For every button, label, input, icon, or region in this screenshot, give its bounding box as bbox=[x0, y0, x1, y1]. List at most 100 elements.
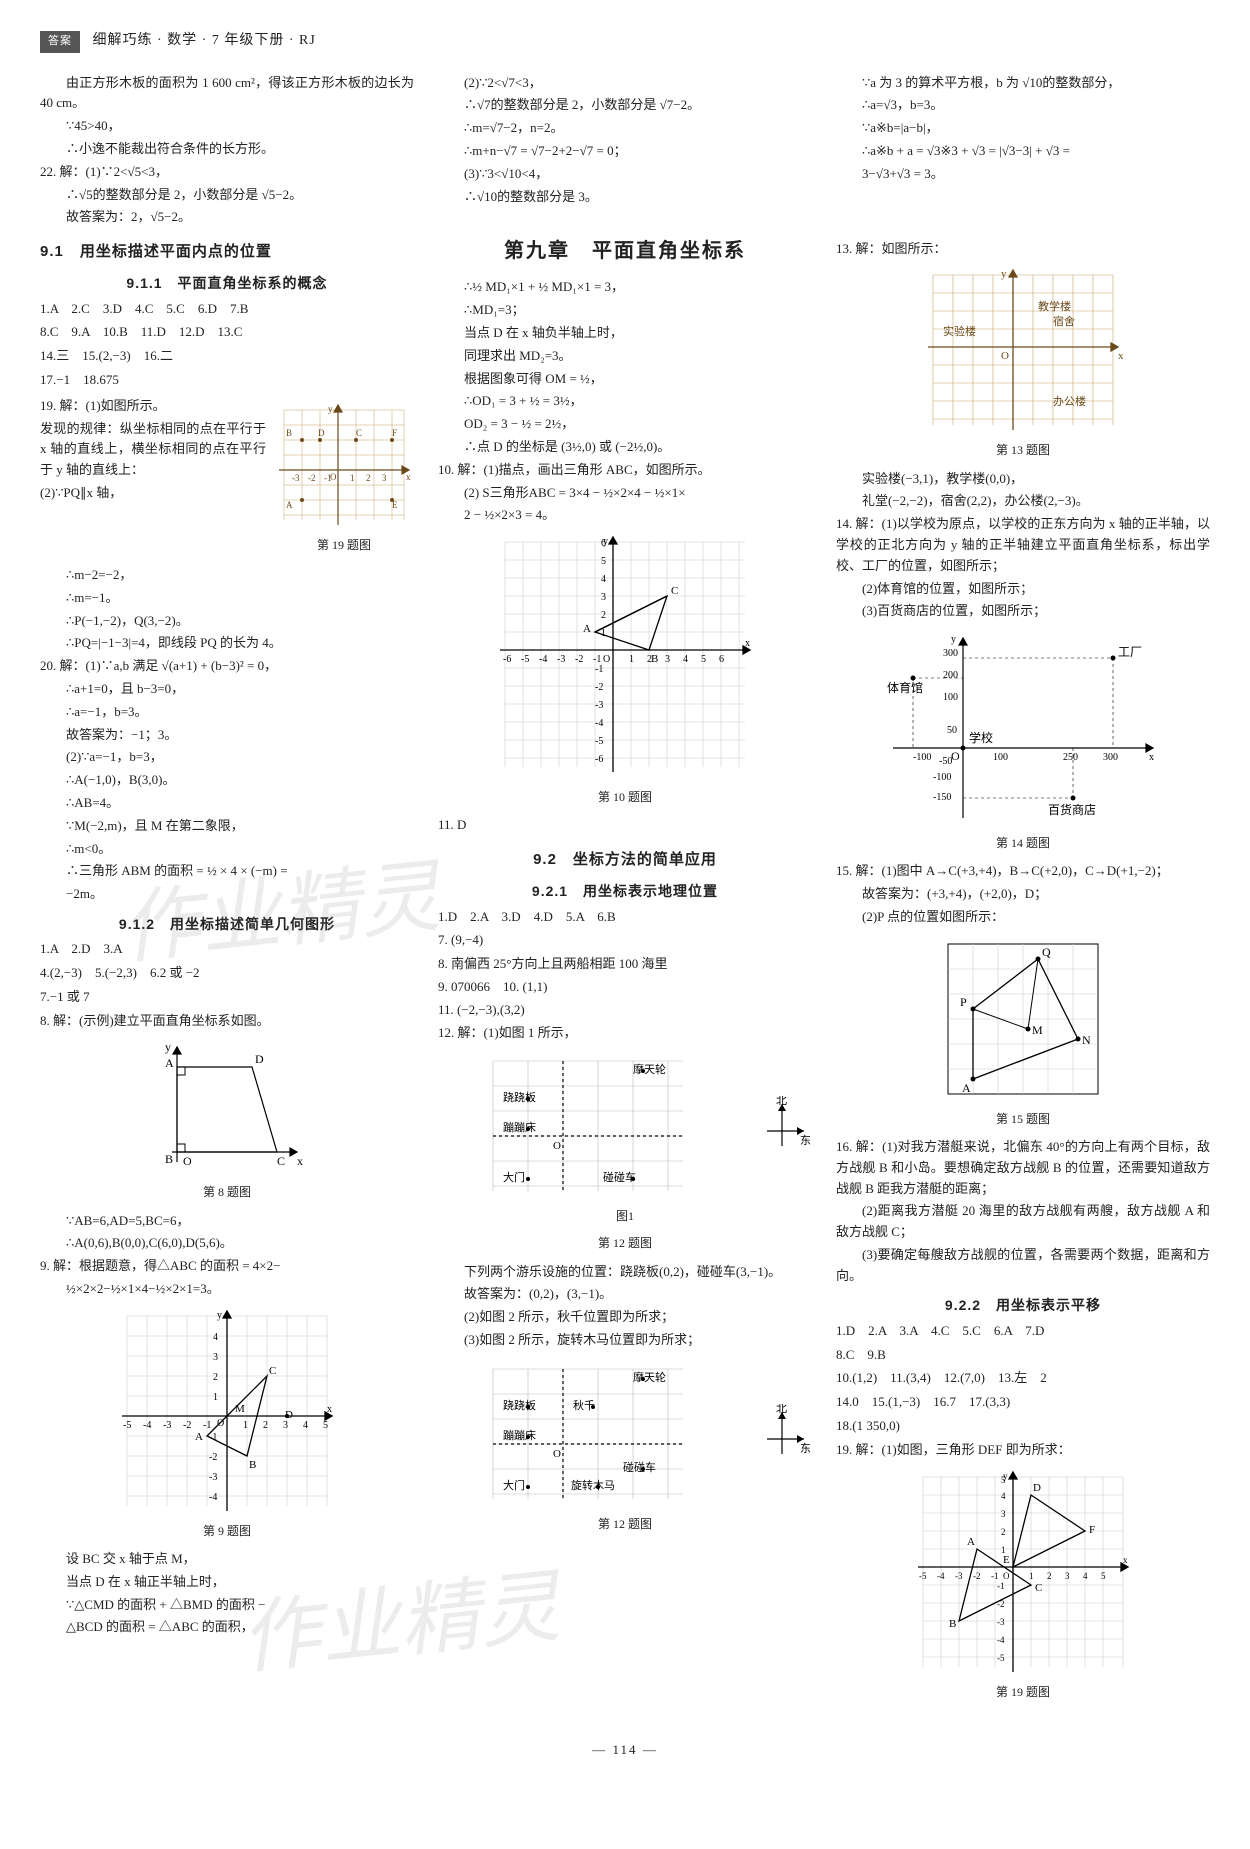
text: ∵△CMD 的面积 + △BMD 的面积 − bbox=[40, 1595, 414, 1616]
text: ½×2×2−½×1×4−½×2×1=3。 bbox=[40, 1279, 414, 1300]
svg-text:6: 6 bbox=[719, 654, 724, 665]
svg-text:2: 2 bbox=[601, 610, 606, 621]
figure-15: A P Q N M bbox=[938, 934, 1108, 1104]
figure-caption: 第 14 题图 bbox=[836, 834, 1210, 853]
svg-text:4: 4 bbox=[601, 574, 606, 585]
svg-text:办公楼: 办公楼 bbox=[1053, 394, 1086, 408]
svg-text:F: F bbox=[392, 428, 397, 438]
text: 当点 D 在 x 轴正半轴上时， bbox=[40, 1572, 414, 1593]
svg-text:x: x bbox=[1118, 350, 1123, 362]
text: △BCD 的面积 = △ABC 的面积， bbox=[40, 1617, 414, 1638]
text: 发现的规律：纵坐标相同的点在平行于 x 轴的直线上，横坐标相同的点在平行于 y … bbox=[40, 419, 266, 481]
figure-caption: 第 9 题图 bbox=[40, 1522, 414, 1541]
column-middle: (2)∵2<√7<3， ∴√7的整数部分是 2，小数部分是 √7−2。 ∴m=√… bbox=[438, 71, 812, 1710]
svg-text:y: y bbox=[951, 634, 956, 645]
svg-text:3: 3 bbox=[382, 473, 387, 483]
text: ∴MD₁=3； bbox=[438, 300, 812, 321]
subsection-title-911: 9.1.1 平面直角坐标系的概念 bbox=[40, 272, 414, 294]
svg-text:工厂: 工厂 bbox=[1118, 645, 1142, 659]
svg-text:Q: Q bbox=[1042, 945, 1051, 959]
svg-text:-1: -1 bbox=[997, 1581, 1005, 1591]
text: ∴PQ=|−1−3|=4，即线段 PQ 的长为 4。 bbox=[40, 633, 414, 654]
text: 故答案为：2，√5−2。 bbox=[40, 207, 414, 228]
svg-text:250: 250 bbox=[1063, 752, 1078, 763]
svg-text:-4: -4 bbox=[143, 1420, 151, 1431]
text: OD₂ = 3 − ½ = 2½， bbox=[438, 414, 812, 435]
svg-text:y: y bbox=[217, 1310, 222, 1321]
svg-text:D: D bbox=[318, 428, 325, 438]
subsection-title-921: 9.2.1 用坐标表示地理位置 bbox=[438, 880, 812, 902]
answer-line: 8.C 9.A 10.B 11.D 12.D 13.C bbox=[40, 322, 414, 343]
text: ∵a 为 3 的算术平方根，b 为 √10的整数部分， bbox=[836, 73, 1210, 94]
page-number: — 114 — bbox=[40, 1740, 1210, 1761]
svg-text:3: 3 bbox=[1001, 1509, 1006, 1519]
svg-text:100: 100 bbox=[993, 752, 1008, 763]
svg-text:-1: -1 bbox=[203, 1420, 211, 1431]
figure-13: xy 教学楼 宿舍 实验楼 办公楼 O bbox=[923, 265, 1123, 435]
answer-line: 7.−1 或 7 bbox=[40, 987, 414, 1008]
svg-text:-2: -2 bbox=[183, 1420, 191, 1431]
text: −2m。 bbox=[40, 884, 414, 905]
svg-text:-5: -5 bbox=[919, 1571, 927, 1581]
text: 故答案为：(0,2)，(3,−1)。 bbox=[438, 1284, 812, 1305]
svg-text:-4: -4 bbox=[997, 1635, 1005, 1645]
text: ∴A(−1,0)，B(3,0)。 bbox=[40, 770, 414, 791]
svg-text:200: 200 bbox=[943, 670, 958, 681]
compass-icon: 北 东 bbox=[752, 1404, 812, 1464]
svg-text:教学楼: 教学楼 bbox=[1038, 299, 1071, 313]
text: 11. D bbox=[438, 815, 812, 836]
svg-text:旋转木马: 旋转木马 bbox=[571, 1478, 615, 1492]
text: 10. 解：(1)描点，画出三角形 ABC，如图所示。 bbox=[438, 460, 812, 481]
text: ∴OD₁ = 3 + ½ = 3½， bbox=[438, 391, 812, 412]
compass-icon: 北 东 bbox=[752, 1096, 812, 1156]
text: 由正方形木板的面积为 1 600 cm²，得该正方形木板的边长为 40 cm。 bbox=[40, 73, 414, 115]
svg-text:碰碰车: 碰碰车 bbox=[603, 1170, 636, 1184]
answer-line: 14.0 15.(1,−3) 16.7 17.(3,3) bbox=[836, 1392, 1210, 1413]
answer-line: 4.(2,−3) 5.(−2,3) 6.2 或 −2 bbox=[40, 963, 414, 984]
svg-text:蹦蹦床: 蹦蹦床 bbox=[503, 1120, 536, 1134]
svg-text:-2: -2 bbox=[308, 473, 316, 483]
svg-text:P: P bbox=[960, 995, 967, 1009]
header-title: 细解巧练 · 数学 · 7 年级下册 · RJ bbox=[93, 33, 316, 48]
svg-text:-1: -1 bbox=[324, 473, 332, 483]
text: 故答案为：(+3,+4)，(+2,0)，D； bbox=[836, 884, 1210, 905]
svg-text:2: 2 bbox=[1047, 1571, 1052, 1581]
section-title-91: 9.1 用坐标描述平面内点的位置 bbox=[40, 240, 414, 264]
answer-line: 1.D 2.A 3.A 4.C 5.C 6.A 7.D bbox=[836, 1321, 1210, 1342]
text: 9. 070066 10. (1,1) bbox=[438, 977, 812, 998]
text: (3)如图 2 所示，旋转木马位置即为所求； bbox=[438, 1330, 812, 1351]
svg-text:x: x bbox=[297, 1154, 303, 1168]
chapter-title: 第九章 平面直角坐标系 bbox=[438, 235, 812, 267]
figure-caption: 第 12 题图 bbox=[438, 1515, 812, 1534]
svg-text:北: 北 bbox=[776, 1404, 787, 1415]
text: ∴m=√7−2，n=2。 bbox=[438, 118, 812, 139]
svg-text:O: O bbox=[553, 1140, 561, 1152]
svg-text:-3: -3 bbox=[163, 1420, 171, 1431]
text: 16. 解：(1)对我方潜艇来说，北偏东 40°的方向上有两个目标，敌方战舰 B… bbox=[836, 1137, 1210, 1199]
svg-text:1: 1 bbox=[213, 1392, 218, 1403]
svg-text:y: y bbox=[1003, 1471, 1008, 1481]
figure-14: 30020010050 -50-100-150 -100100250300 xy… bbox=[883, 628, 1163, 828]
svg-text:x: x bbox=[1149, 752, 1154, 763]
svg-text:摩天轮: 摩天轮 bbox=[633, 1370, 666, 1384]
svg-text:5: 5 bbox=[701, 654, 706, 665]
svg-text:-100: -100 bbox=[933, 772, 951, 783]
svg-text:-2: -2 bbox=[209, 1452, 217, 1463]
svg-text:4: 4 bbox=[683, 654, 688, 665]
text: (2)P 点的位置如图所示： bbox=[836, 907, 1210, 928]
svg-text:y: y bbox=[165, 1040, 171, 1054]
text: ∴m+n−√7 = √7−2+2−√7 = 0； bbox=[438, 141, 812, 162]
svg-text:体育馆: 体育馆 bbox=[887, 680, 923, 695]
svg-text:3: 3 bbox=[1065, 1571, 1070, 1581]
svg-text:摩天轮: 摩天轮 bbox=[633, 1062, 666, 1076]
subsection-title-922: 9.2.2 用坐标表示平移 bbox=[836, 1294, 1210, 1316]
text: 19. 解：(1)如图，三角形 DEF 即为所求： bbox=[836, 1440, 1210, 1461]
text: 8. 解：(示例)建立平面直角坐标系如图。 bbox=[40, 1011, 414, 1032]
text: ∴P(−1,−2)，Q(3,−2)。 bbox=[40, 611, 414, 632]
text: 下列两个游乐设施的位置：跷跷板(0,2)，碰碰车(3,−1)。 bbox=[438, 1262, 812, 1283]
svg-text:-5: -5 bbox=[595, 736, 603, 747]
svg-text:-6: -6 bbox=[595, 754, 603, 765]
svg-text:C: C bbox=[671, 585, 678, 597]
svg-text:B: B bbox=[651, 653, 658, 665]
text: 8. 南偏西 25°方向上且两船相距 100 海里 bbox=[438, 954, 812, 975]
